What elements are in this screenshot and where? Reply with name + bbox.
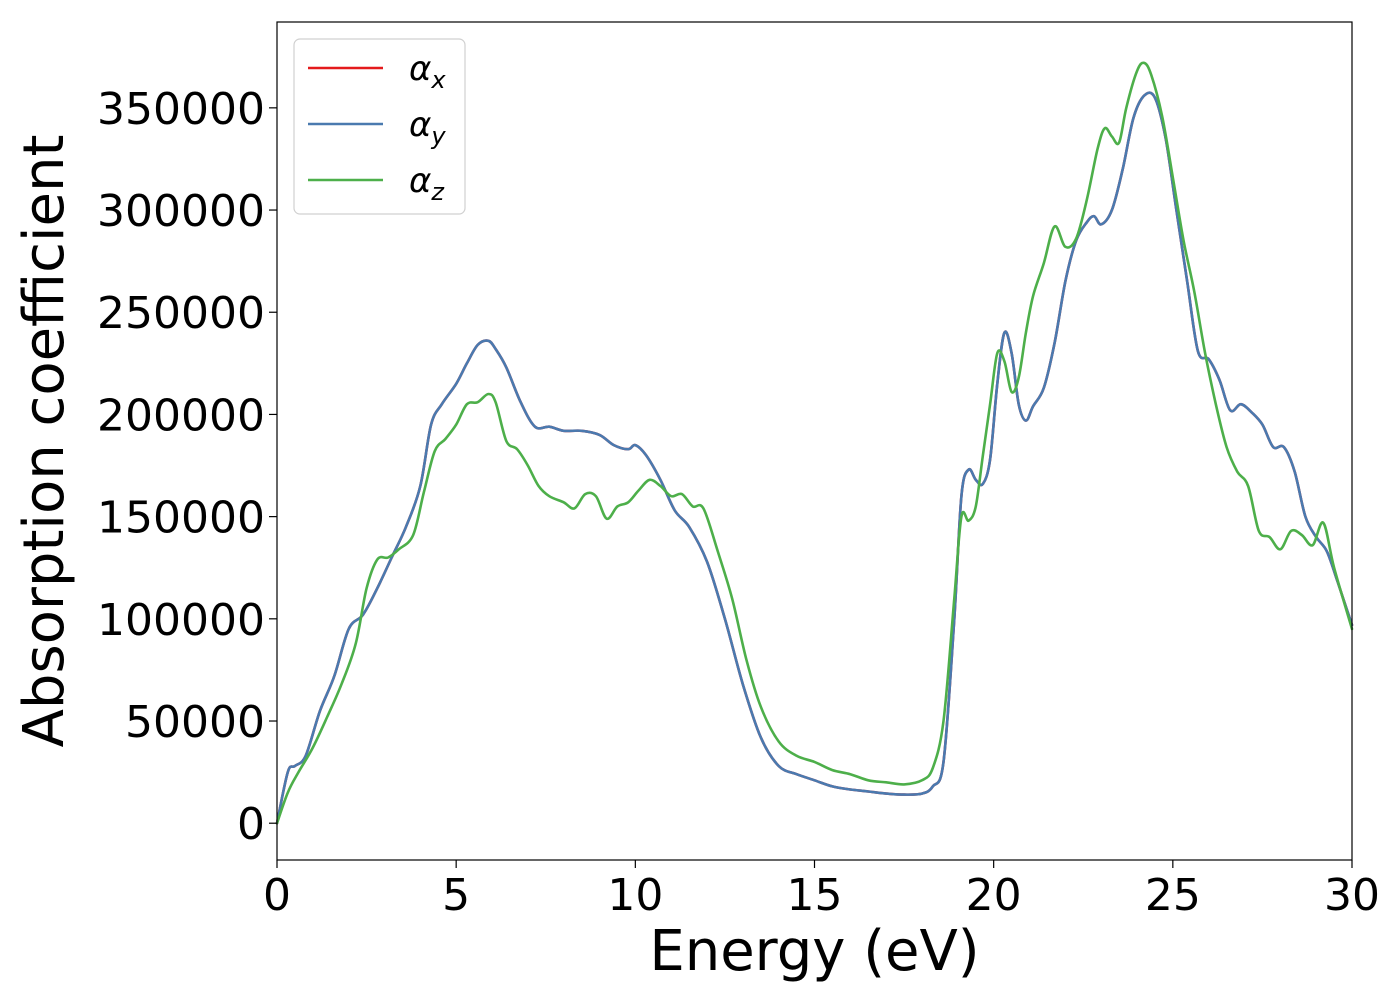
legend-label-x: αx [409, 49, 446, 94]
x-axis-title: Energy (eV) [649, 919, 979, 984]
x-tick-label: 20 [966, 870, 1022, 921]
y-tick-label: 150000 [97, 493, 265, 544]
y-tick-label: 350000 [97, 84, 265, 135]
series-line-z [275, 61, 1354, 825]
x-tick-label: 30 [1324, 870, 1380, 921]
legend-label-y: αy [409, 105, 446, 150]
x-tick-label: 15 [787, 870, 843, 921]
y-tick-label: 250000 [97, 288, 265, 339]
legend-label-z: αz [409, 161, 445, 206]
y-tick-label: 300000 [97, 186, 265, 237]
legend-box [293, 38, 466, 215]
y-tick-label: 200000 [97, 390, 265, 441]
plot-lines [275, 61, 1354, 825]
x-tick-label: 5 [442, 870, 470, 921]
y-axis-title: Absorption coefficient [12, 135, 77, 748]
y-tick-label: 100000 [97, 595, 265, 646]
y-tick-label: 50000 [125, 697, 265, 748]
x-tick-label: 0 [263, 870, 291, 921]
y-axis: 0 50000 100000 150000 200000 250000 300000 3500… [97, 84, 277, 850]
y-tick-label: 0 [237, 799, 265, 850]
x-axis: 0 5 10 15 20 25 30 [263, 860, 1380, 921]
x-tick-label: 25 [1145, 870, 1201, 921]
x-tick-label: 10 [607, 870, 663, 921]
legend: αx αy αz [293, 38, 466, 215]
series-line-y [275, 91, 1354, 825]
